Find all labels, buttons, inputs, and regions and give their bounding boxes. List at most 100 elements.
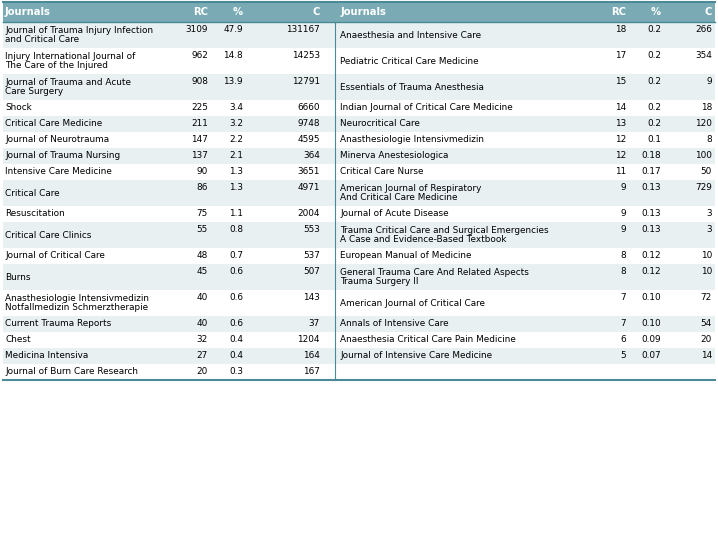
Bar xyxy=(3,206,715,222)
Text: Critical Care: Critical Care xyxy=(5,189,60,197)
Text: 225: 225 xyxy=(191,104,208,113)
Text: 0.6: 0.6 xyxy=(229,267,243,276)
Text: 1.3: 1.3 xyxy=(229,167,243,177)
Text: Trauma Critical Care and Surgical Emergencies: Trauma Critical Care and Surgical Emerge… xyxy=(340,226,549,235)
Text: 75: 75 xyxy=(197,210,208,218)
Text: 2004: 2004 xyxy=(297,210,320,218)
Text: Minerva Anestesiologica: Minerva Anestesiologica xyxy=(340,152,448,160)
Text: 40: 40 xyxy=(197,319,208,328)
Text: 211: 211 xyxy=(191,119,208,128)
Text: 147: 147 xyxy=(191,136,208,145)
Text: Anaesthesia and Intensive Care: Anaesthesia and Intensive Care xyxy=(340,30,481,40)
Text: American Journal of Respiratory: American Journal of Respiratory xyxy=(340,184,481,193)
Text: 0.7: 0.7 xyxy=(229,251,243,261)
Text: Anasthesiologie Intensivmedizin: Anasthesiologie Intensivmedizin xyxy=(340,136,484,145)
Text: 27: 27 xyxy=(197,352,208,360)
Text: 1204: 1204 xyxy=(297,335,320,345)
Text: 14.8: 14.8 xyxy=(223,51,243,60)
Text: Journal of Trauma Injury Infection: Journal of Trauma Injury Infection xyxy=(5,26,153,35)
Text: 50: 50 xyxy=(701,167,712,177)
Text: Journal of Trauma and Acute: Journal of Trauma and Acute xyxy=(5,78,131,87)
Text: 354: 354 xyxy=(695,51,712,60)
Bar xyxy=(3,348,715,364)
Text: 90: 90 xyxy=(197,167,208,177)
Text: Journal of Neurotrauma: Journal of Neurotrauma xyxy=(5,136,109,145)
Text: Notfallmedizin Schmerztherapie: Notfallmedizin Schmerztherapie xyxy=(5,303,148,312)
Text: Indian Journal of Critical Care Medicine: Indian Journal of Critical Care Medicine xyxy=(340,104,513,113)
Text: Journals: Journals xyxy=(5,7,51,17)
Text: 18: 18 xyxy=(701,104,712,113)
Text: 0.4: 0.4 xyxy=(229,335,243,345)
Text: 6660: 6660 xyxy=(297,104,320,113)
Text: And Critical Care Medicine: And Critical Care Medicine xyxy=(340,193,457,202)
Text: 0.17: 0.17 xyxy=(641,167,661,177)
Text: 164: 164 xyxy=(303,352,320,360)
Text: 9: 9 xyxy=(620,225,626,234)
Text: RC: RC xyxy=(611,7,626,17)
Text: Journal of Trauma Nursing: Journal of Trauma Nursing xyxy=(5,152,120,160)
Text: 0.09: 0.09 xyxy=(641,335,661,345)
Bar xyxy=(3,132,715,148)
Bar xyxy=(3,164,715,180)
Text: 9: 9 xyxy=(620,183,626,192)
Bar xyxy=(3,316,715,332)
Text: General Trauma Care And Related Aspects: General Trauma Care And Related Aspects xyxy=(340,268,529,278)
Text: Journal of Intensive Care Medicine: Journal of Intensive Care Medicine xyxy=(340,352,492,360)
Text: Neurocritical Care: Neurocritical Care xyxy=(340,119,420,128)
Text: 72: 72 xyxy=(701,293,712,302)
Text: Critical Care Clinics: Critical Care Clinics xyxy=(5,230,91,240)
Text: 9: 9 xyxy=(707,77,712,86)
Text: Current Trauma Reports: Current Trauma Reports xyxy=(5,319,111,328)
Text: 0.13: 0.13 xyxy=(641,225,661,234)
Text: 3651: 3651 xyxy=(297,167,320,177)
Text: 908: 908 xyxy=(191,77,208,86)
Text: 553: 553 xyxy=(303,225,320,234)
Text: Anasthesiologie Intensivmedizin: Anasthesiologie Intensivmedizin xyxy=(5,294,149,304)
Text: 45: 45 xyxy=(197,267,208,276)
Bar xyxy=(3,248,715,264)
Text: 8: 8 xyxy=(620,251,626,261)
Text: 6: 6 xyxy=(620,335,626,345)
Text: Anaesthesia Critical Care Pain Medicine: Anaesthesia Critical Care Pain Medicine xyxy=(340,335,516,345)
Text: Journals: Journals xyxy=(340,7,386,17)
Text: 8: 8 xyxy=(620,267,626,276)
Text: 14: 14 xyxy=(701,352,712,360)
Text: American Journal of Critical Care: American Journal of Critical Care xyxy=(340,299,485,307)
Bar xyxy=(3,2,715,22)
Text: Care Surgery: Care Surgery xyxy=(5,87,63,96)
Bar xyxy=(3,364,715,380)
Text: 7: 7 xyxy=(620,319,626,328)
Text: 0.2: 0.2 xyxy=(647,51,661,60)
Text: Intensive Care Medicine: Intensive Care Medicine xyxy=(5,167,112,177)
Text: 12: 12 xyxy=(615,136,626,145)
Text: C: C xyxy=(312,7,320,17)
Text: %: % xyxy=(233,7,243,17)
Text: 20: 20 xyxy=(701,335,712,345)
Text: Injury International Journal of: Injury International Journal of xyxy=(5,52,136,61)
Text: 0.13: 0.13 xyxy=(641,183,661,192)
Text: 0.8: 0.8 xyxy=(229,225,243,234)
Text: 0.13: 0.13 xyxy=(641,210,661,218)
Text: 3109: 3109 xyxy=(185,25,208,34)
Text: 3: 3 xyxy=(707,225,712,234)
Text: 1.3: 1.3 xyxy=(229,183,243,192)
Text: Critical Care Medicine: Critical Care Medicine xyxy=(5,119,102,128)
Text: Essentials of Trauma Anesthesia: Essentials of Trauma Anesthesia xyxy=(340,82,484,92)
Text: 3: 3 xyxy=(707,210,712,218)
Text: Journal of Burn Care Research: Journal of Burn Care Research xyxy=(5,367,138,377)
Text: 13: 13 xyxy=(615,119,626,128)
Text: Medicina Intensiva: Medicina Intensiva xyxy=(5,352,88,360)
Text: Trauma Surgery II: Trauma Surgery II xyxy=(340,277,419,286)
Bar xyxy=(3,22,715,48)
Text: Burns: Burns xyxy=(5,273,30,281)
Text: 120: 120 xyxy=(695,119,712,128)
Bar xyxy=(3,264,715,290)
Text: 729: 729 xyxy=(695,183,712,192)
Bar xyxy=(3,148,715,164)
Bar xyxy=(3,116,715,132)
Text: 537: 537 xyxy=(303,251,320,261)
Text: 962: 962 xyxy=(191,51,208,60)
Text: 10: 10 xyxy=(701,251,712,261)
Text: and Critical Care: and Critical Care xyxy=(5,35,79,44)
Text: 364: 364 xyxy=(303,152,320,160)
